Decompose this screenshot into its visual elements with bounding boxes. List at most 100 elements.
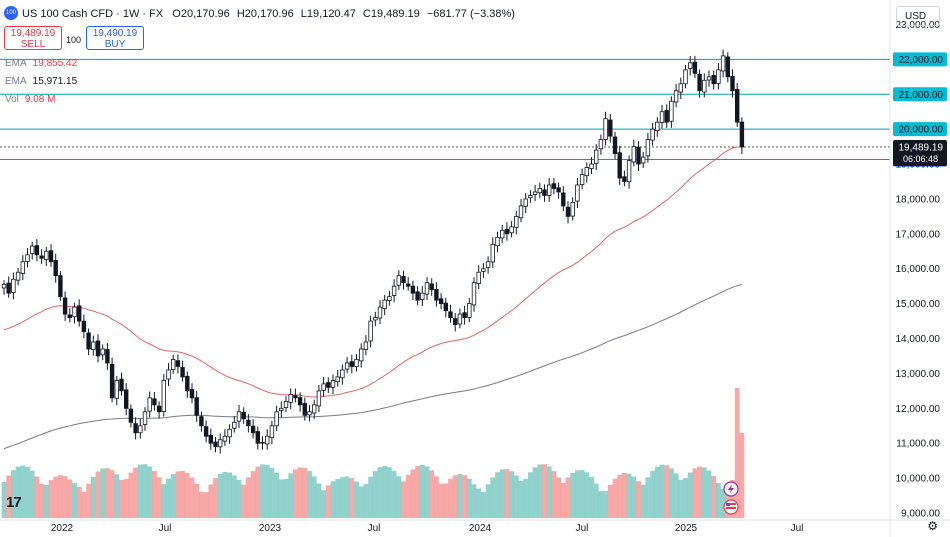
volume-bar	[255, 466, 261, 518]
open-label: O	[172, 8, 181, 20]
candle-body	[250, 425, 256, 434]
candle-body	[340, 369, 345, 379]
volume-bar	[391, 470, 397, 518]
buy-button[interactable]: 19,490.19 BUY	[86, 26, 144, 50]
volume-bar	[58, 475, 63, 518]
candle-body	[725, 56, 730, 78]
ema-slow-value: 15,971.15	[32, 76, 78, 87]
volume-bar	[716, 483, 721, 518]
candle-body	[457, 313, 463, 325]
volume-bar	[683, 478, 688, 518]
low-label: L	[300, 8, 307, 20]
volume-bar	[100, 468, 106, 518]
candle-body	[688, 62, 693, 69]
volume-bar	[518, 480, 524, 518]
change-value: −681.77 (−3.38%)	[426, 8, 515, 20]
candle-body	[626, 160, 632, 183]
candle-body	[180, 367, 185, 378]
settings-gear-icon[interactable]: ⚙	[927, 519, 938, 533]
last-price-tag[interactable]	[893, 139, 947, 166]
volume-bar	[90, 476, 96, 518]
volume-bar	[34, 476, 40, 518]
candle-body	[504, 228, 510, 235]
candle-body	[683, 69, 688, 85]
candle-body	[1, 284, 7, 289]
candle-body	[443, 302, 448, 312]
volume-bar	[170, 474, 176, 518]
candle-body	[716, 69, 721, 84]
volume-bar	[6, 475, 12, 518]
symbol-logo-icon: 100	[4, 6, 18, 20]
candle-body	[537, 188, 542, 194]
volume-bar	[321, 490, 326, 518]
candle-body	[659, 111, 665, 123]
volume-bar	[387, 467, 392, 518]
ema-slow-label: EMA	[5, 76, 27, 87]
candlesticks	[1, 49, 745, 454]
ema-slow-legend[interactable]: EMA 15,971.15	[5, 76, 77, 87]
candle-body	[673, 90, 679, 103]
candle-body	[344, 362, 350, 370]
candle-body	[481, 268, 486, 272]
volume-bar	[72, 482, 77, 518]
event-markers[interactable]	[723, 481, 739, 515]
currency-selector[interactable]: USD	[896, 6, 940, 26]
volume-bar	[274, 472, 279, 518]
volume-bar	[509, 471, 514, 518]
symbol-legend[interactable]: US 100 Cash CFD · 1W · FX O20,170.96 H20…	[22, 8, 515, 20]
volume-bar	[546, 466, 552, 518]
candle-body	[608, 119, 613, 137]
open-value: 20,170.96	[180, 8, 230, 20]
volume-bar	[260, 464, 265, 518]
volume-bar	[340, 477, 345, 518]
level-price-tag[interactable]	[893, 122, 947, 137]
level-price-tag[interactable]	[893, 87, 947, 102]
ema-line	[3, 146, 742, 398]
volume-bar	[307, 471, 312, 518]
candle-body	[598, 139, 604, 150]
candle-body	[692, 61, 698, 74]
candle-body	[335, 376, 340, 383]
candle-body	[20, 261, 25, 274]
sell-button[interactable]: 19,489.19 SELL	[4, 26, 62, 50]
candle-body	[81, 320, 87, 332]
candle-body	[476, 271, 481, 284]
candle-body	[471, 282, 477, 306]
candle-body	[297, 397, 303, 406]
candle-body	[490, 243, 495, 263]
volume-bar	[208, 484, 214, 518]
price-tick-label: 16,000.00	[896, 264, 941, 275]
volume-bar	[664, 465, 670, 518]
volume-bar	[457, 474, 463, 518]
candle-body	[589, 163, 594, 170]
candle-body	[377, 306, 383, 319]
level-price-tag[interactable]	[893, 52, 947, 67]
last-price-label: 19,489.19	[899, 142, 944, 153]
candle-body	[330, 380, 336, 388]
volume-legend[interactable]: Vol 9.08 M	[5, 94, 55, 105]
volume-bar	[532, 467, 538, 518]
currency-label: USD	[905, 11, 927, 22]
time-tick-label: Jul	[791, 523, 804, 534]
candle-body	[420, 292, 425, 300]
candle-body	[556, 187, 561, 193]
volume-bar	[43, 484, 49, 518]
volume-bar	[349, 478, 355, 518]
volume-bar	[579, 470, 585, 518]
low-value: 19,120.47	[306, 8, 356, 20]
candle-body	[264, 435, 270, 445]
candle-body	[109, 363, 115, 399]
candle-body	[316, 390, 322, 407]
candle-body	[95, 340, 101, 357]
level-price-label: 20,000.00	[899, 125, 944, 136]
candle-body	[617, 152, 622, 179]
volume-bar	[20, 465, 26, 518]
volume-bar	[161, 484, 167, 518]
spread-value: 100	[66, 35, 82, 45]
ema-fast-legend[interactable]: EMA 19,855.42	[5, 58, 77, 69]
candle-body	[72, 306, 77, 318]
candle-body	[232, 421, 237, 429]
time-axis[interactable]: 2022 Jul 2023 Jul 2024 Jul 2025 Jul	[0, 519, 950, 534]
sell-price: 19,489.19	[10, 28, 56, 39]
